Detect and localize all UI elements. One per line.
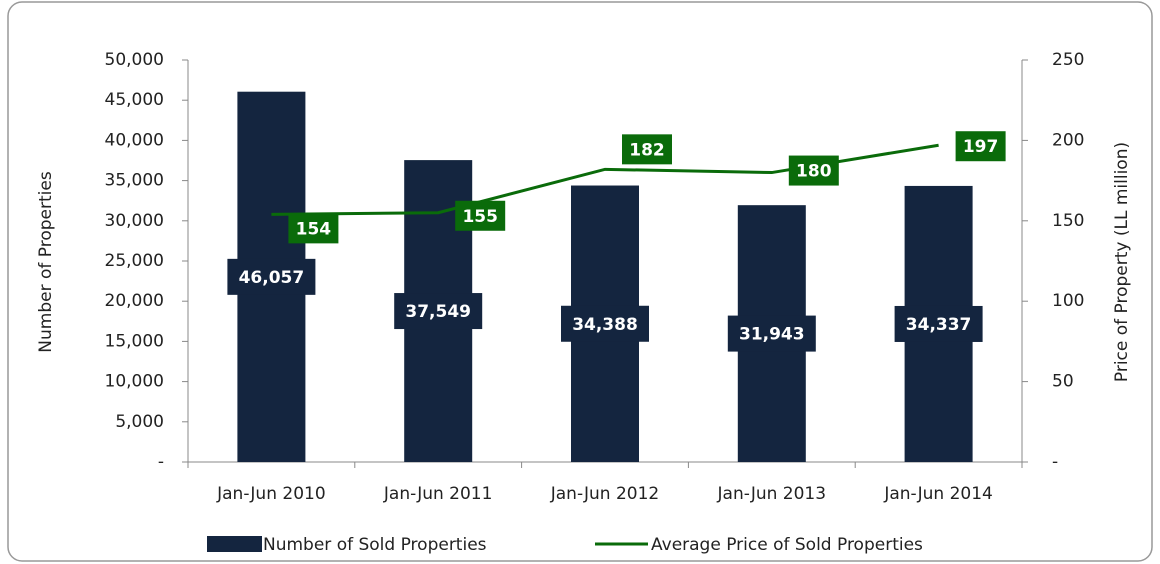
- data-label: 155: [462, 207, 498, 227]
- data-label-box: [288, 213, 339, 244]
- legend-swatch: [207, 536, 262, 552]
- data-label: 34,337: [906, 315, 972, 335]
- y2-tick-label: 50: [1052, 372, 1074, 392]
- y-axis-label: Number of Properties: [36, 171, 56, 353]
- y-tick-label: 40,000: [105, 130, 164, 150]
- y-tick-label: 5,000: [115, 412, 164, 432]
- data-label: 154: [296, 219, 332, 239]
- y2-tick-label: 150: [1052, 211, 1084, 231]
- y2-tick-label: 200: [1052, 130, 1084, 150]
- data-label-box: [455, 200, 506, 231]
- data-label: 34,388: [572, 315, 638, 335]
- data-label-box: [227, 258, 316, 295]
- x-tick-label: Jan-Jun 2013: [717, 484, 827, 504]
- y2-tick-label: -: [1052, 452, 1058, 472]
- data-label: 31,943: [739, 325, 805, 345]
- x-tick-label: Jan-Jun 2012: [550, 484, 660, 504]
- y2-tick-label: 100: [1052, 291, 1084, 311]
- data-label: 180: [796, 162, 832, 182]
- y-tick-label: 15,000: [105, 331, 164, 351]
- y-tick-label: 45,000: [105, 90, 164, 110]
- y-tick-label: 35,000: [105, 171, 164, 191]
- y-tick-label: -: [158, 452, 164, 472]
- data-label-box: [955, 131, 1006, 162]
- y-tick-label: 10,000: [105, 372, 164, 392]
- data-label-box: [394, 293, 483, 330]
- y-tick-label: 25,000: [105, 251, 164, 271]
- data-label: 182: [629, 140, 665, 160]
- y-tick-label: 30,000: [105, 211, 164, 231]
- x-tick-label: Jan-Jun 2014: [883, 484, 993, 504]
- data-label-box: [894, 305, 983, 342]
- y2-tick-label: 250: [1052, 50, 1084, 70]
- data-label-box: [727, 315, 816, 352]
- chart-frame: [7, 1, 1153, 562]
- data-label-box: [561, 305, 649, 342]
- y2-axis-label: Price of Property (LL million): [1112, 142, 1132, 382]
- y-tick-label: 50,000: [105, 50, 164, 70]
- legend-label: Number of Sold Properties: [263, 535, 487, 555]
- x-tick-label: Jan-Jun 2011: [383, 484, 493, 504]
- data-label: 37,549: [405, 302, 471, 322]
- data-label: 46,057: [239, 268, 305, 288]
- y-tick-label: 20,000: [105, 291, 164, 311]
- legend-label: Average Price of Sold Properties: [651, 535, 923, 555]
- data-label: 197: [963, 137, 999, 157]
- data-label-box: [622, 134, 672, 165]
- x-tick-label: Jan-Jun 2010: [216, 484, 326, 504]
- data-label-box: [788, 155, 839, 186]
